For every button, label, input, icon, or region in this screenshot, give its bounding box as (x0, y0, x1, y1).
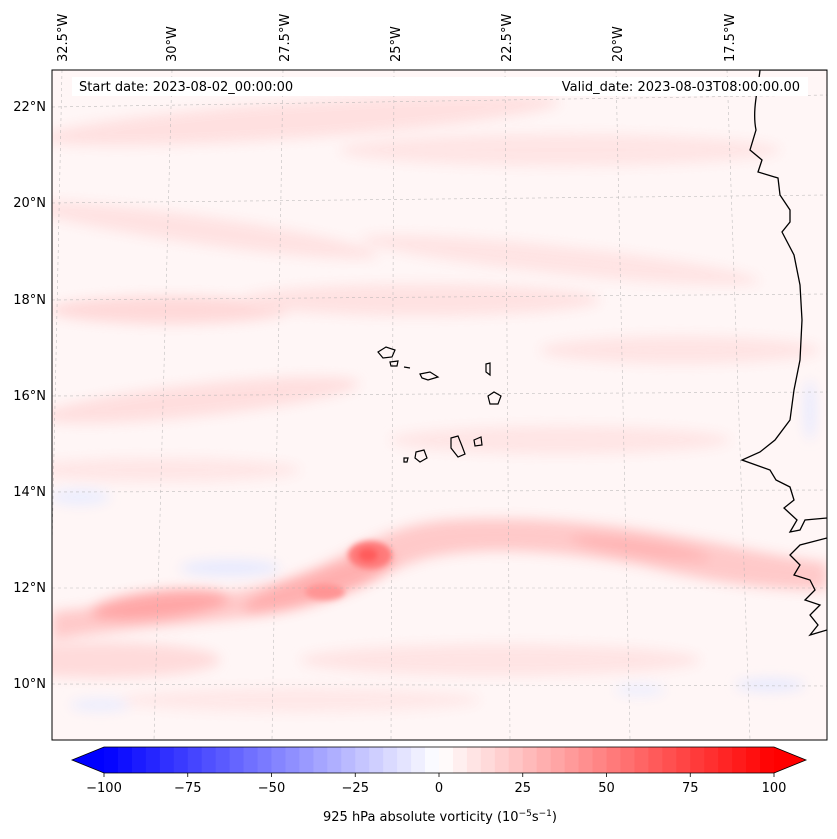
colorbar-tick-label: 100 (762, 781, 787, 796)
colorbar-tick-label: −75 (174, 781, 201, 796)
colorbar-extend-max (774, 747, 806, 773)
colorbar-segment (522, 747, 538, 773)
lon-label: 25°W (389, 26, 404, 62)
valid-date-label: Valid_date: 2023-08-03T08:00:00.00 (562, 80, 800, 95)
colorbar-tick-label: 50 (598, 781, 615, 796)
colorbar-segment (452, 747, 468, 773)
colorbar-segment (676, 747, 691, 773)
colorbar-segment (411, 747, 426, 773)
colorbar-segment (117, 747, 133, 773)
colorbar-segment (550, 747, 566, 773)
date-banner (72, 77, 808, 96)
colorbar-segment (564, 747, 580, 773)
colorbar-segment (662, 747, 677, 773)
colorbar-segment (257, 747, 272, 773)
colorbar-segment (313, 747, 328, 773)
colorbar-ticks: −100 −75 −50 −25 0 25 50 75 100 (86, 773, 786, 796)
colorbar-segment (355, 747, 370, 773)
colorbar-segment (704, 747, 719, 773)
lat-label: 20°N (13, 196, 46, 211)
colorbar-segment (466, 747, 482, 773)
lon-label: 30°W (165, 26, 180, 62)
colorbar-segment (383, 747, 398, 773)
colorbar: −100 −75 −50 −25 0 25 50 75 100 925 hPa absolute… (70, 746, 808, 825)
colorbar-tick-label: −100 (86, 781, 122, 796)
colorbar-segment (718, 747, 733, 773)
colorbar-segment (592, 747, 607, 773)
lon-label: 17.5°W (723, 14, 738, 62)
colorbar-extend-min (72, 747, 104, 773)
colorbar-segment (271, 747, 286, 773)
cape-verde-islands (377, 346, 502, 463)
longitude-labels: 32.5°W 30°W 27.5°W 25°W 22.5°W 20°W 17.5… (56, 14, 738, 62)
lat-label: 18°N (13, 293, 46, 308)
colorbar-segment (285, 747, 300, 773)
colorbar-segment (606, 747, 621, 773)
colorbar-segment (327, 747, 342, 773)
lat-label: 12°N (13, 581, 46, 596)
vorticity-field (52, 70, 827, 740)
colorbar-segment (634, 747, 649, 773)
colorbar-segment (369, 747, 384, 773)
colorbar-segment (480, 747, 496, 773)
colorbar-segment (690, 747, 705, 773)
colorbar-tick-label: −50 (258, 781, 285, 796)
colorbar-segment (201, 747, 217, 773)
colorbar-label: 925 hPa absolute vorticity (10−5s−1) (323, 809, 557, 825)
colorbar-segment (229, 747, 245, 773)
colorbar-segments (104, 747, 775, 773)
colorbar-tick-label: −25 (342, 781, 369, 796)
colorbar-segment (648, 747, 663, 773)
colorbar-segment (578, 747, 594, 773)
colorbar-segment (536, 747, 552, 773)
colorbar-segment (341, 747, 356, 773)
lat-label: 10°N (13, 677, 46, 692)
colorbar-segment (746, 747, 761, 773)
africa-coastline-south (789, 537, 827, 637)
colorbar-segment (104, 747, 119, 773)
colorbar-segment (243, 747, 259, 773)
latitude-labels: 22°N 20°N 18°N 16°N 14°N 12°N 10°N (13, 100, 46, 692)
colorbar-segment (187, 747, 203, 773)
colorbar-segment (215, 747, 231, 773)
colorbar-segment (299, 747, 314, 773)
lon-label: 32.5°W (56, 14, 71, 62)
colorbar-segment (508, 747, 524, 773)
colorbar-segment (145, 747, 161, 773)
lat-label: 14°N (13, 485, 46, 500)
lon-label: 27.5°W (278, 14, 293, 62)
colorbar-tick-label: 75 (682, 781, 699, 796)
colorbar-tick-label: 25 (514, 781, 531, 796)
colorbar-segment (732, 747, 747, 773)
colorbar-segment (397, 747, 412, 773)
colorbar-segment (173, 747, 189, 773)
africa-coastline (740, 70, 827, 533)
start-date-label: Start date: 2023-08-02_00:00:00 (79, 80, 293, 95)
lat-label: 22°N (13, 100, 46, 115)
colorbar-segment (439, 747, 454, 773)
colorbar-segment (760, 747, 775, 773)
colorbar-segment (131, 747, 147, 773)
colorbar-segment (494, 747, 510, 773)
lon-label: 20°W (611, 26, 626, 62)
colorbar-segment (620, 747, 635, 773)
colorbar-segment (425, 747, 440, 773)
lon-label: 22.5°W (500, 14, 515, 62)
colorbar-segment (159, 747, 175, 773)
map-frame (51, 69, 828, 741)
graticule (52, 70, 827, 740)
colorbar-tick-label: 0 (435, 781, 443, 796)
lat-label: 16°N (13, 389, 46, 404)
